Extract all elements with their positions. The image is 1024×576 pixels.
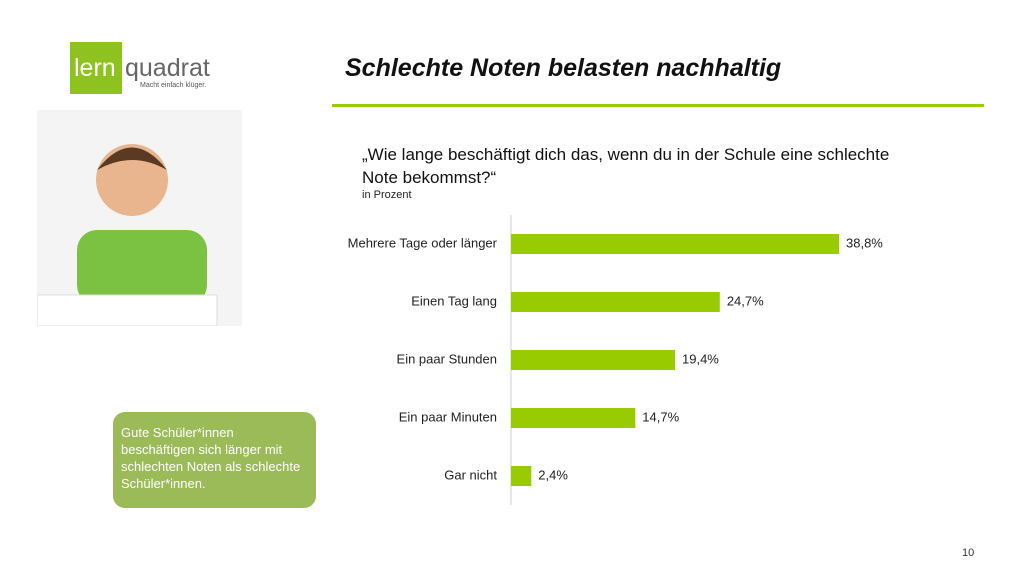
category-label: Gar nicht <box>444 467 497 482</box>
page-number: 10 <box>962 547 975 559</box>
category-label: Einen Tag lang <box>411 293 497 308</box>
logo: lern quadrat Macht einfach klüger. <box>70 42 220 94</box>
logo-left: lern <box>74 54 116 82</box>
value-label: 2,4% <box>538 467 568 482</box>
title: Schlechte Noten belasten nachhaltig <box>345 54 782 82</box>
category-label: Mehrere Tage oder länger <box>348 235 498 250</box>
category-label: Ein paar Minuten <box>399 409 497 424</box>
value-label: 24,7% <box>727 293 764 308</box>
value-label: 19,4% <box>682 351 719 366</box>
logo-tagline: Macht einfach klüger. <box>140 82 207 89</box>
value-label: 38,8% <box>846 235 883 250</box>
title-rule <box>332 104 984 107</box>
chart-title: „Wie lange beschäftigt dich das, wenn du… <box>362 145 890 187</box>
callout-text: Gute Schüler*innen beschäftigen sich län… <box>121 425 301 491</box>
bar <box>511 350 676 370</box>
bar <box>511 234 840 254</box>
value-label: 14,7% <box>642 409 679 424</box>
logo-box <box>70 42 122 94</box>
logo-right: quadrat <box>125 54 210 82</box>
bar <box>511 408 636 428</box>
photo <box>37 110 242 326</box>
bar <box>511 466 532 486</box>
callout: Gute Schüler*innen beschäftigen sich län… <box>113 412 316 508</box>
chart-subtitle: in Prozent <box>362 189 412 201</box>
category-label: Ein paar Stunden <box>397 351 497 366</box>
bar <box>511 292 720 312</box>
